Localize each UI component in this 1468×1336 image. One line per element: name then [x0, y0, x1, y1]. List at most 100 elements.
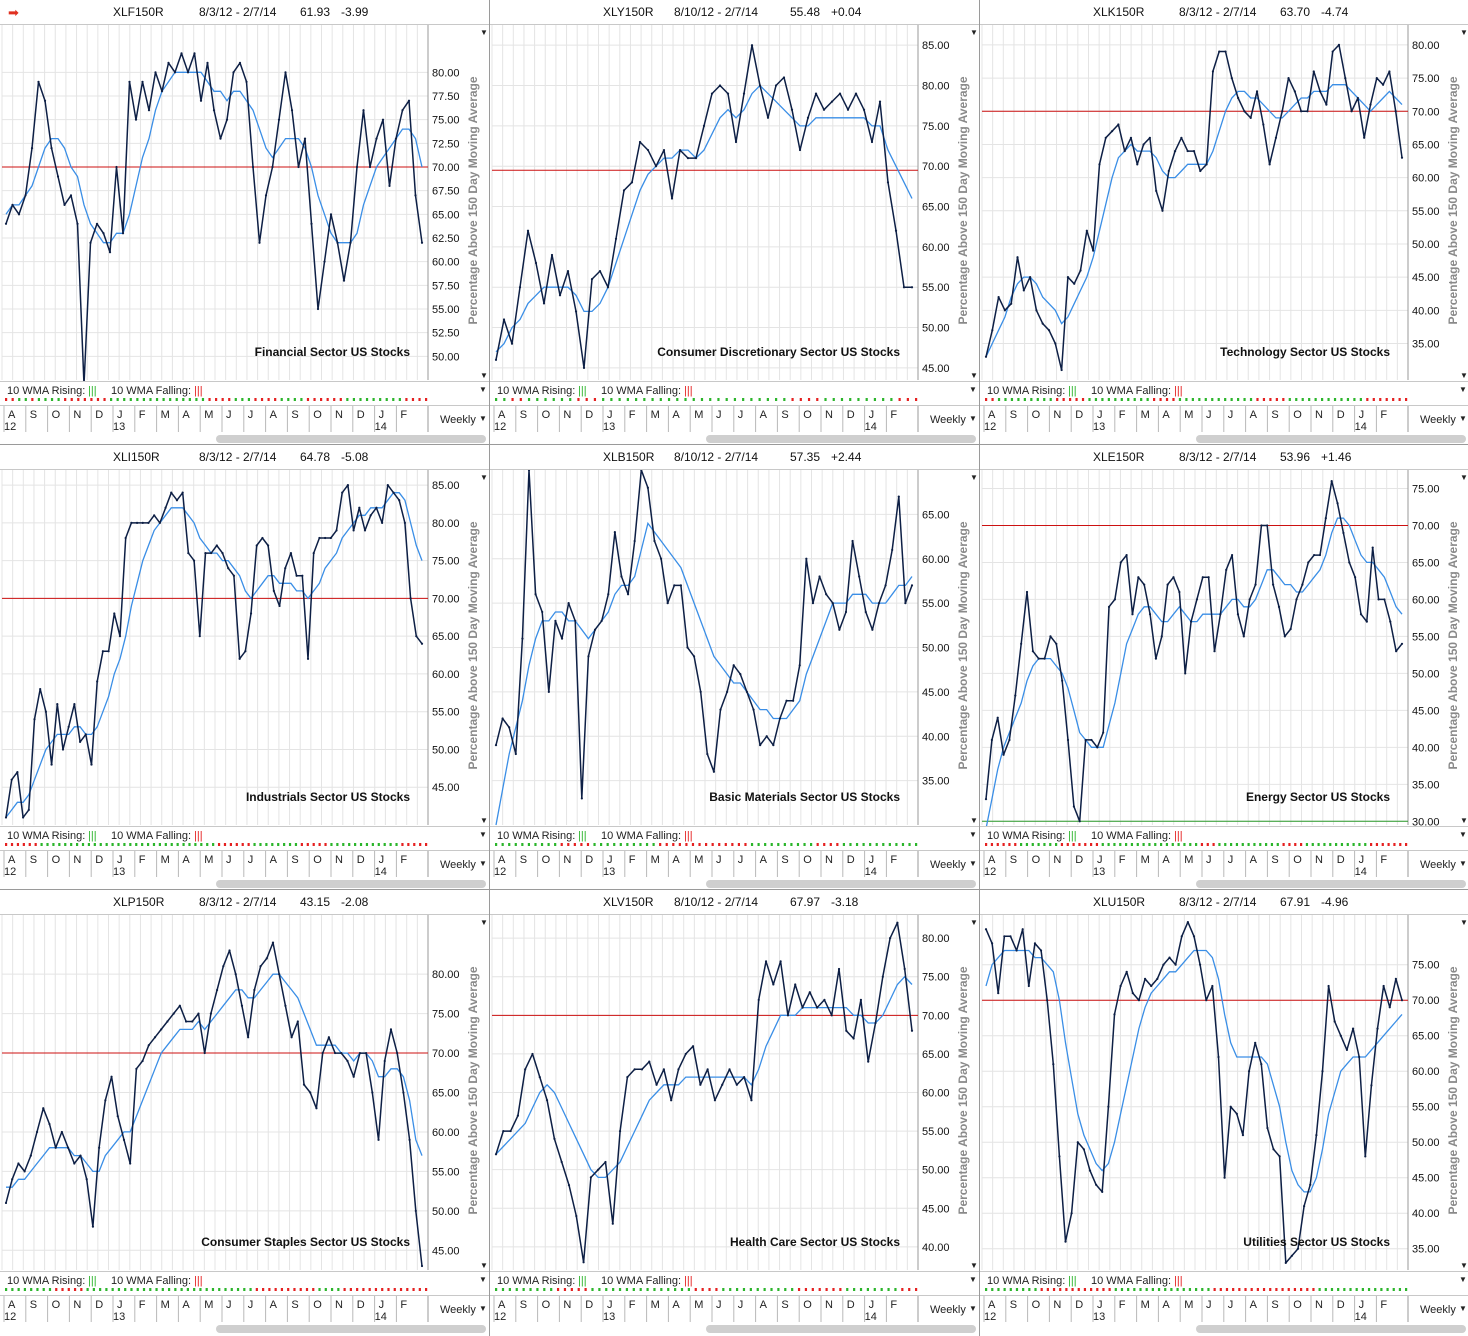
axis-scroll-up-icon[interactable]: ▼	[1460, 473, 1468, 482]
axis-scroll-down-icon[interactable]: ▼	[1460, 816, 1468, 825]
data-point	[1142, 143, 1145, 146]
period-selector[interactable]: Weekly	[930, 414, 966, 426]
period-selector[interactable]: Weekly	[1420, 1304, 1456, 1316]
chart-plot[interactable]: 35.0040.0045.0050.0055.0060.0065.0070.00…	[980, 915, 1468, 1272]
alert-arrow-icon[interactable]: ➡	[8, 5, 19, 20]
period-selector[interactable]: Weekly	[1420, 859, 1456, 871]
y-tick-label: 85.00	[922, 40, 950, 52]
wma-dot	[508, 1288, 511, 1291]
chart-plot[interactable]: 45.0050.0055.0060.0065.0070.0075.0080.00…	[0, 915, 489, 1272]
data-point	[278, 973, 281, 976]
wma-falling-label: 10 WMA Falling:	[111, 830, 192, 842]
period-dropdown-icon[interactable]: ▼	[1459, 1304, 1467, 1313]
indicator-scroll-icon[interactable]: ▼	[1459, 830, 1467, 839]
data-point	[210, 551, 213, 555]
month-label: M	[694, 409, 703, 421]
data-point	[910, 1029, 914, 1032]
indicator-scroll-icon[interactable]: ▼	[1459, 1275, 1467, 1284]
period-selector[interactable]: Weekly	[930, 1304, 966, 1316]
axis-scroll-down-icon[interactable]: ▼	[1460, 371, 1468, 380]
period-dropdown-icon[interactable]: ▼	[479, 859, 487, 868]
wma-dot	[217, 843, 221, 846]
chart-plot[interactable]: 35.0040.0045.0050.0055.0060.0065.00▼▼Per…	[490, 470, 979, 827]
symbol-label[interactable]: XLU150R	[1093, 895, 1146, 909]
axis-scroll-up-icon[interactable]: ▼	[970, 28, 978, 37]
chart-plot[interactable]: 45.0050.0055.0060.0065.0070.0075.0080.00…	[0, 470, 489, 827]
symbol-label[interactable]: XLK150R	[1093, 5, 1145, 19]
year-label: 14	[1355, 421, 1367, 433]
horizontal-scrollbar[interactable]	[706, 880, 976, 888]
indicator-scroll-icon[interactable]: ▼	[479, 1275, 487, 1284]
indicator-scroll-icon[interactable]: ▼	[969, 830, 977, 839]
axis-scroll-up-icon[interactable]: ▼	[480, 918, 488, 927]
wma-dot	[80, 1288, 83, 1291]
chart-plot[interactable]: 30.0035.0040.0045.0050.0055.0060.0065.00…	[980, 470, 1468, 827]
axis-scroll-up-icon[interactable]: ▼	[480, 28, 488, 37]
axis-scroll-up-icon[interactable]: ▼	[970, 918, 978, 927]
data-point	[1131, 613, 1134, 616]
axis-scroll-down-icon[interactable]: ▼	[480, 816, 488, 825]
horizontal-scrollbar[interactable]	[1196, 880, 1466, 888]
symbol-label[interactable]: XLP150R	[113, 895, 165, 909]
data-point	[1211, 70, 1215, 73]
period-dropdown-icon[interactable]: ▼	[1459, 414, 1467, 423]
indicator-scroll-icon[interactable]: ▼	[969, 1275, 977, 1284]
data-point	[198, 635, 201, 638]
data-point	[1242, 635, 1245, 638]
horizontal-scrollbar[interactable]	[216, 1325, 486, 1333]
wma-dot	[873, 398, 877, 401]
horizontal-scrollbar[interactable]	[216, 435, 486, 443]
wma-dot	[186, 1288, 189, 1291]
wma-dot	[1247, 843, 1250, 846]
indicator-scroll-icon[interactable]: ▼	[969, 385, 977, 394]
data-point	[871, 628, 874, 631]
symbol-label[interactable]: XLI150R	[113, 450, 160, 464]
horizontal-scrollbar[interactable]	[706, 435, 976, 443]
period-selector[interactable]: Weekly	[1420, 414, 1456, 426]
horizontal-scrollbar[interactable]	[216, 880, 486, 888]
symbol-label[interactable]: XLF150R	[113, 5, 164, 19]
period-dropdown-icon[interactable]: ▼	[969, 414, 977, 423]
period-dropdown-icon[interactable]: ▼	[479, 1304, 487, 1313]
wma-dot	[1393, 843, 1396, 846]
axis-scroll-up-icon[interactable]: ▼	[1460, 28, 1468, 37]
axis-scroll-down-icon[interactable]: ▼	[970, 1261, 978, 1270]
horizontal-scrollbar[interactable]	[1196, 435, 1466, 443]
horizontal-scrollbar[interactable]	[1196, 1325, 1466, 1333]
chart-plot[interactable]: 50.0052.5055.0057.5060.0062.5065.0067.50…	[0, 25, 489, 382]
wma-dot	[312, 1288, 315, 1291]
axis-scroll-down-icon[interactable]: ▼	[970, 371, 978, 380]
chart-plot[interactable]: 40.0045.0050.0055.0060.0065.0070.0075.00…	[490, 915, 979, 1272]
wma-dot	[1324, 1288, 1327, 1291]
horizontal-scrollbar[interactable]	[706, 1325, 976, 1333]
symbol-label[interactable]: XLY150R	[603, 5, 654, 19]
symbol-label[interactable]: XLE150R	[1093, 450, 1145, 464]
indicator-scroll-icon[interactable]: ▼	[1459, 385, 1467, 394]
month-label: D	[95, 409, 103, 421]
chart-plot[interactable]: 35.0040.0045.0050.0055.0060.0065.0070.00…	[980, 25, 1468, 382]
period-dropdown-icon[interactable]: ▼	[479, 414, 487, 423]
axis-scroll-down-icon[interactable]: ▼	[1460, 1261, 1468, 1270]
axis-scroll-down-icon[interactable]: ▼	[480, 1261, 488, 1270]
axis-scroll-up-icon[interactable]: ▼	[970, 473, 978, 482]
indicator-scroll-icon[interactable]: ▼	[479, 385, 487, 394]
axis-scroll-down-icon[interactable]: ▼	[480, 371, 488, 380]
data-point	[61, 748, 65, 751]
period-selector[interactable]: Weekly	[440, 859, 476, 871]
data-point	[1247, 1070, 1251, 1073]
period-selector[interactable]: Weekly	[440, 1304, 476, 1316]
axis-scroll-down-icon[interactable]: ▼	[970, 816, 978, 825]
period-selector[interactable]: Weekly	[440, 414, 476, 426]
period-dropdown-icon[interactable]: ▼	[969, 1304, 977, 1313]
axis-scroll-up-icon[interactable]: ▼	[480, 473, 488, 482]
indicator-scroll-icon[interactable]: ▼	[479, 830, 487, 839]
symbol-label[interactable]: XLV150R	[603, 895, 654, 909]
wma-dot	[1114, 398, 1117, 401]
chart-plot[interactable]: 45.0050.0055.0060.0065.0070.0075.0080.00…	[490, 25, 979, 382]
period-dropdown-icon[interactable]: ▼	[969, 859, 977, 868]
period-dropdown-icon[interactable]: ▼	[1459, 859, 1467, 868]
data-point	[251, 165, 255, 169]
period-selector[interactable]: Weekly	[930, 859, 966, 871]
axis-scroll-up-icon[interactable]: ▼	[1460, 918, 1468, 927]
symbol-label[interactable]: XLB150R	[603, 450, 655, 464]
